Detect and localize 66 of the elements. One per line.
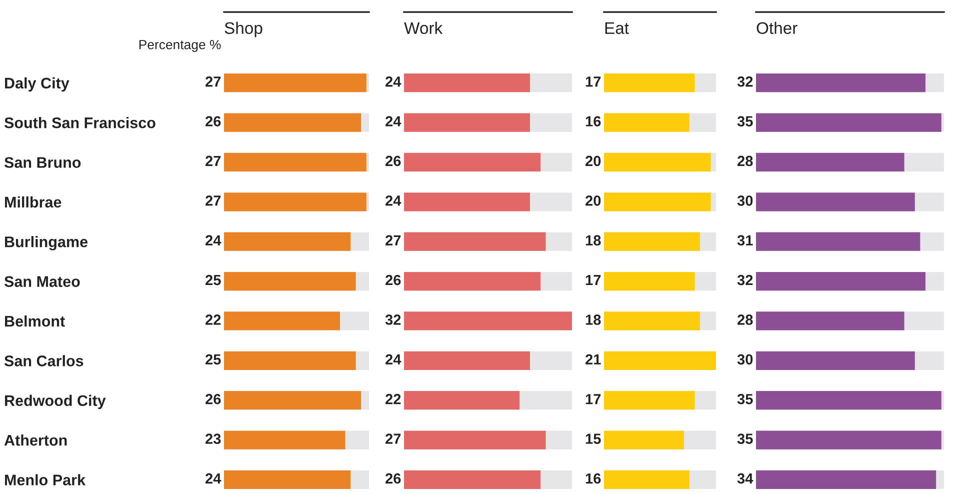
bar [756, 113, 942, 132]
data-label: 24 [386, 116, 402, 126]
data-label: 27 [206, 195, 221, 206]
data-label: 17 [586, 76, 601, 87]
data-label: 26 [386, 473, 401, 484]
y-tick-label: Menlo Park [5, 474, 86, 486]
bar [756, 430, 942, 450]
data-label: 18 [586, 235, 601, 246]
text: Percentage % [139, 40, 221, 52]
bar [224, 74, 366, 92]
data-label: 26 [386, 156, 401, 166]
data-label: 23 [206, 434, 221, 444]
bar [756, 391, 942, 410]
data-label: 30 [737, 354, 753, 365]
chart-title: Other [756, 22, 798, 34]
data-label: 22 [206, 314, 221, 325]
data-label: 17 [586, 275, 601, 286]
bar [224, 192, 366, 212]
y-tick-label: San Mateo [4, 276, 80, 287]
data-label: 32 [385, 314, 401, 325]
y-tick-label: San Carlos [4, 355, 84, 366]
data-label: 28 [738, 156, 753, 166]
data-label: 21 [586, 354, 601, 364]
data-label: 30 [737, 195, 753, 206]
data-label: 16 [586, 116, 601, 126]
data-label: 24 [386, 195, 402, 206]
data-label: 25 [206, 354, 221, 365]
chart-title: Work [404, 22, 443, 34]
data-label: 15 [586, 434, 601, 444]
chart-title: Shop [224, 22, 262, 38]
data-label: 22 [386, 394, 401, 404]
y-tick-label: San Bruno [4, 157, 81, 168]
data-label: 25 [206, 274, 221, 286]
data-label: 31 [737, 235, 753, 246]
data-label: 35 [737, 394, 753, 404]
data-label: 24 [386, 354, 402, 364]
data-label: 24 [206, 235, 222, 246]
data-label: 26 [206, 394, 221, 404]
data-label: 32 [737, 274, 753, 286]
data-label: 35 [737, 116, 753, 126]
data-label: 27 [206, 156, 221, 166]
data-label: 32 [737, 76, 753, 87]
data-label: 27 [386, 434, 401, 444]
y-tick-label: South San Francisco [4, 116, 156, 128]
chart-title: Eat [605, 22, 629, 34]
y-tick-label: Belmont [5, 315, 65, 327]
data-label: 34 [737, 473, 754, 484]
y-tick-label: Atherton [4, 434, 67, 446]
data-label: 27 [206, 76, 221, 87]
y-tick-label: Redwood City [5, 394, 106, 410]
data-label: 35 [737, 434, 753, 444]
data-label: 24 [206, 473, 222, 484]
data-label: 16 [586, 473, 601, 484]
y-tick-label: Millbrae [5, 196, 62, 208]
data-label: 27 [386, 235, 401, 246]
data-label: 26 [386, 274, 401, 286]
data-label: 24 [386, 76, 402, 87]
data-label: 20 [586, 195, 601, 206]
data-label: 17 [586, 394, 601, 404]
data-label: 26 [206, 116, 221, 126]
y-tick-label: Daly City [5, 77, 70, 92]
bar [224, 152, 366, 172]
data-label: 20 [586, 156, 601, 166]
data-label: 28 [738, 314, 753, 325]
y-tick-label: Burlingame [5, 236, 88, 250]
data-label: 18 [586, 314, 601, 325]
